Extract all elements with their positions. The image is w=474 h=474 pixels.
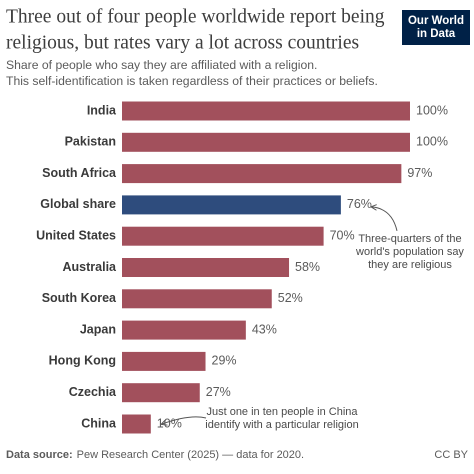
annotation: identify with a particular religion: [205, 419, 358, 431]
category-label: Czechia: [69, 385, 117, 399]
category-label: China: [81, 416, 117, 430]
category-label: Global share: [40, 197, 116, 211]
bar: [122, 414, 151, 434]
logo-box: [402, 10, 470, 45]
value-label: 100%: [416, 103, 448, 117]
footer: Data source: Pew Research Center (2025) —…: [6, 449, 304, 461]
license: CC BY: [434, 449, 468, 461]
value-label: 52%: [278, 291, 303, 305]
bar: [122, 195, 341, 215]
bar: [122, 383, 200, 403]
annotation: they are religious: [368, 259, 452, 271]
logo-text: in Data: [417, 28, 456, 40]
category-label: Australia: [63, 260, 118, 274]
bar: [122, 289, 272, 309]
value-label: 70%: [330, 228, 355, 242]
value-label: 100%: [416, 135, 448, 149]
value-label: 29%: [212, 354, 237, 368]
bar: [122, 258, 290, 277]
bar: [122, 101, 410, 121]
logo-text: Our World: [408, 15, 464, 27]
chart-title: religious, but rates vary a lot across c…: [6, 32, 359, 53]
value-label: 27%: [206, 385, 231, 399]
value-label: 97%: [407, 166, 432, 180]
category-label: Japan: [80, 322, 116, 336]
value-label: 58%: [295, 260, 320, 274]
category-label: Pakistan: [65, 135, 116, 149]
chart-title: Three out of four people worldwide repor…: [6, 6, 385, 27]
value-label: 76%: [347, 197, 372, 211]
category-label: India: [87, 103, 117, 117]
bar: [122, 164, 402, 184]
value-label: 43%: [252, 322, 277, 336]
annotation-arrow: [372, 207, 398, 232]
bar: [122, 226, 324, 246]
category-label: South Korea: [42, 291, 117, 305]
value-label: 10%: [157, 416, 182, 430]
subtitle: This self-identification is taken regard…: [6, 74, 378, 88]
category-label: South Africa: [42, 166, 117, 180]
annotation: Just one in ten people in China: [206, 406, 358, 418]
source: Pew Research Center (2025) — data for 20…: [77, 449, 304, 461]
category-label: United States: [36, 228, 116, 242]
annotation: world's population say: [355, 246, 464, 258]
source-label: Data source:: [6, 449, 73, 461]
bar: [122, 320, 246, 340]
subtitle: Share of people who say they are affilia…: [6, 58, 317, 72]
annotation: Three-quarters of the: [358, 233, 461, 245]
annotation-arrow: [162, 416, 207, 424]
bar: [122, 132, 410, 152]
bar: [122, 351, 206, 371]
category-label: Hong Kong: [49, 354, 116, 368]
